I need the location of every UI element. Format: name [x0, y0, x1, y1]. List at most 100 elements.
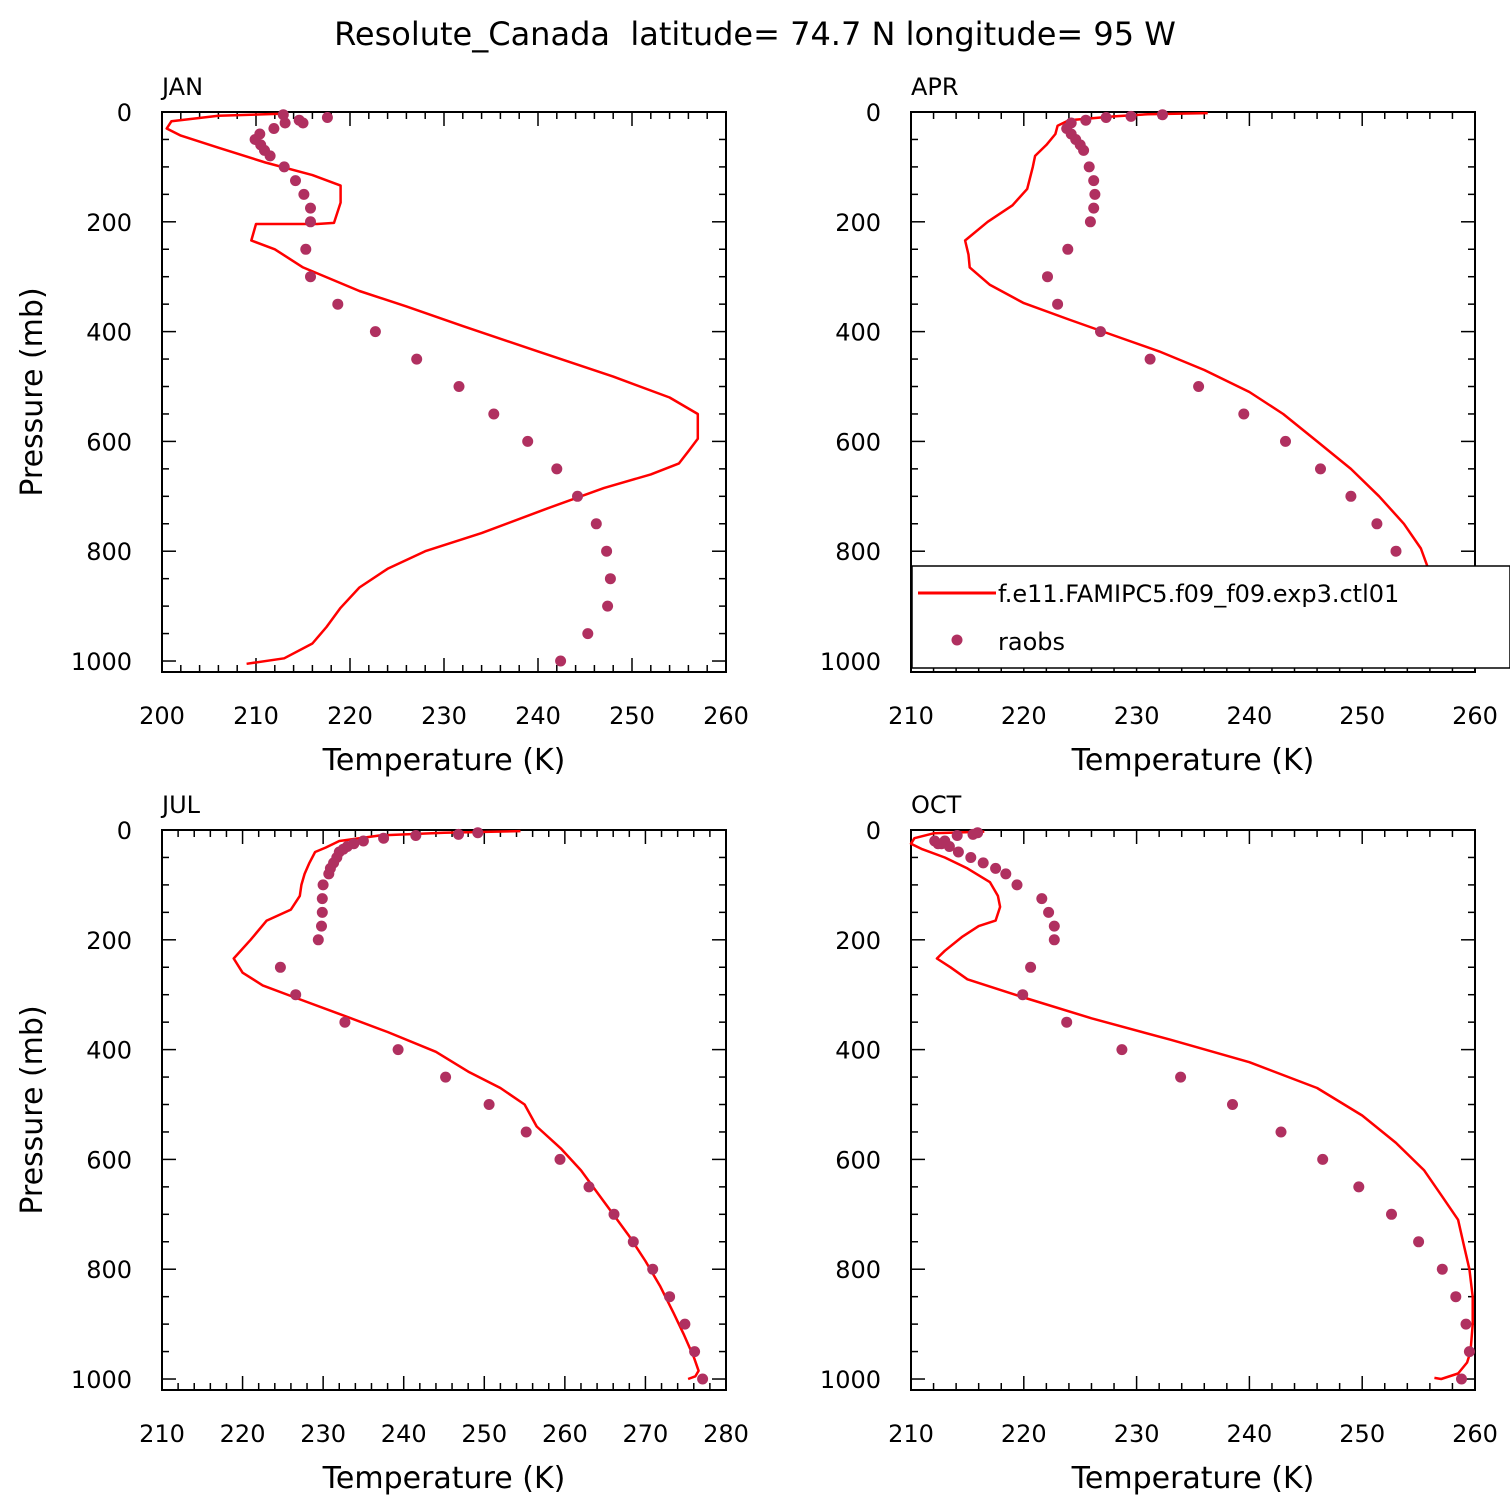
- raobs-point: [323, 868, 335, 880]
- raobs-point: [1450, 1291, 1462, 1303]
- raobs-point: [1116, 1044, 1128, 1056]
- raobs-point: [290, 989, 302, 1001]
- x-tick-label: 260: [542, 1420, 588, 1448]
- y-tick-label: 200: [86, 927, 132, 955]
- raobs-point: [1436, 1263, 1448, 1275]
- x-axis-label: Temperature (K): [322, 1461, 566, 1496]
- raobs-point: [1078, 144, 1090, 156]
- raobs-point: [1036, 893, 1048, 905]
- raobs-point: [1275, 1126, 1287, 1138]
- raobs-point: [943, 841, 955, 852]
- raobs-point: [1460, 1318, 1472, 1330]
- y-tick-label: 800: [86, 538, 132, 566]
- raobs-point: [1193, 381, 1205, 392]
- y-tick-label: 0: [117, 817, 132, 845]
- y-tick-label: 200: [835, 927, 881, 955]
- raobs-point: [1025, 961, 1037, 973]
- raobs-point: [590, 518, 602, 530]
- raobs-point: [321, 112, 333, 123]
- legend: f.e11.FAMIPC5.f09_f09.exp3.ctl01 raobs: [911, 565, 1510, 669]
- x-tick-label: 220: [1001, 1420, 1047, 1448]
- y-tick-label: 600: [835, 428, 881, 456]
- x-tick-label: 250: [1339, 1420, 1385, 1448]
- raobs-point: [317, 879, 329, 891]
- legend-box: [911, 565, 1510, 669]
- plot-frame: [910, 829, 1476, 1391]
- raobs-point: [554, 1153, 566, 1165]
- raobs-point: [1315, 463, 1326, 475]
- y-tick-label: 400: [86, 319, 132, 347]
- raobs-point: [472, 827, 484, 839]
- raobs-point: [332, 298, 344, 310]
- x-tick-label: 210: [139, 1420, 185, 1448]
- x-tick-label: 270: [623, 1420, 669, 1448]
- plot-frame: [910, 111, 1476, 673]
- y-axis-label: Pressure (mb): [15, 287, 50, 496]
- model-profile-line: [232, 829, 700, 1381]
- x-axis-label: Temperature (K): [322, 743, 566, 778]
- raobs-point: [952, 846, 964, 858]
- raobs-point: [411, 353, 423, 365]
- raobs-point: [1062, 243, 1074, 255]
- raobs-point: [1042, 271, 1053, 283]
- y-tick-label: 0: [866, 99, 881, 127]
- raobs-point: [316, 893, 328, 905]
- raobs-point: [990, 862, 1002, 874]
- raobs-point: [440, 1071, 452, 1083]
- x-tick-label: 210: [233, 702, 279, 730]
- x-axis-label: Temperature (K): [1071, 743, 1315, 778]
- raobs-point: [1048, 934, 1060, 946]
- raobs-point: [689, 1346, 701, 1358]
- y-tick-label: 400: [835, 319, 881, 347]
- raobs-point: [608, 1208, 620, 1220]
- raobs-point: [1463, 1346, 1475, 1358]
- raobs-point: [277, 109, 289, 121]
- raobs-point: [1061, 1016, 1073, 1028]
- panel-oct: 210 220 230 240 250 260 0 200 400 600 800 1000 Tempe…: [820, 791, 1498, 1496]
- raobs-point: [1456, 1373, 1467, 1385]
- raobs-point: [697, 1373, 709, 1385]
- raobs-point: [1052, 298, 1064, 310]
- raobs-point: [339, 1016, 351, 1028]
- raobs-point: [305, 271, 316, 283]
- raobs-point: [1089, 188, 1101, 200]
- raobs-point: [410, 830, 422, 841]
- y-tick-label: 1000: [820, 648, 881, 676]
- y-tick-label: 200: [86, 209, 132, 237]
- x-axis-label: Temperature (K): [1071, 1461, 1315, 1496]
- plot-frame: [161, 111, 727, 673]
- raobs-point: [1353, 1181, 1365, 1193]
- raobs-point: [1011, 879, 1023, 891]
- raobs-point: [1000, 868, 1012, 880]
- x-tick-label: 200: [139, 702, 185, 730]
- raobs-point: [293, 114, 305, 126]
- x-tick-label: 220: [327, 702, 373, 730]
- x-tick-label: 250: [1339, 702, 1385, 730]
- raobs-point: [1227, 1099, 1238, 1110]
- raobs-point: [967, 828, 979, 840]
- raobs-point: [392, 1044, 404, 1056]
- raobs-point: [679, 1318, 691, 1330]
- raobs-point: [268, 123, 280, 134]
- figure-title: Resolute_Canada latitude= 74.7 N longitu…: [334, 15, 1176, 53]
- raobs-point: [1175, 1071, 1187, 1083]
- raobs-point: [1048, 920, 1060, 932]
- panels: 200 210 220 230 240 250 260 0 200 400 600 800 1000 Te…: [15, 73, 1498, 1496]
- raobs-point: [1317, 1153, 1329, 1165]
- raobs-point: [647, 1263, 659, 1275]
- x-tick-label: 210: [888, 1420, 934, 1448]
- raobs-point: [1084, 216, 1096, 228]
- x-tick-label: 230: [300, 1420, 346, 1448]
- raobs-point: [977, 857, 989, 869]
- raobs-point: [1043, 906, 1055, 918]
- raobs-point: [1017, 989, 1029, 1001]
- y-axis-label: Pressure (mb): [15, 1005, 50, 1214]
- y-tick-label: 1000: [71, 1366, 132, 1394]
- raobs-point: [483, 1099, 495, 1110]
- raobs-point: [1390, 545, 1402, 557]
- raobs-point: [305, 202, 316, 214]
- raobs-point: [369, 326, 381, 338]
- raobs-point: [1100, 112, 1112, 123]
- raobs-point: [1238, 408, 1250, 420]
